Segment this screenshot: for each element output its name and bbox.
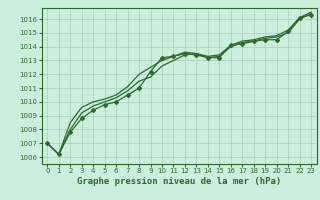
- X-axis label: Graphe pression niveau de la mer (hPa): Graphe pression niveau de la mer (hPa): [77, 177, 281, 186]
